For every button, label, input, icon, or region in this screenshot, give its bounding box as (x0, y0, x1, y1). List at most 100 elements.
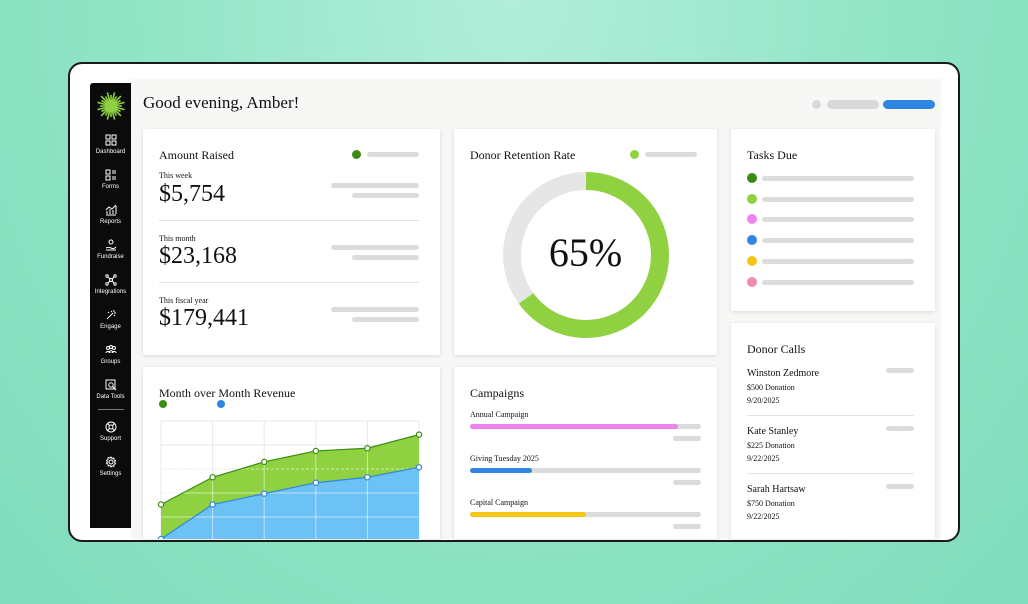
series-area (161, 467, 419, 539)
donor-donation: $500 Donation (747, 383, 795, 392)
campaign-label: Capital Campaign (470, 498, 528, 507)
placeholder-bar (673, 436, 701, 441)
sidebar-item-label: Integrations (94, 289, 127, 295)
sidebar-item-dashboard[interactable]: Dashboard (90, 127, 131, 162)
sidebar-item-groups[interactable]: Groups (90, 337, 131, 372)
main-content: Good evening, Amber! Amount Raised This … (131, 79, 941, 539)
settings-icon (105, 456, 116, 468)
legend-dot (159, 400, 167, 408)
primary-action-button[interactable] (883, 100, 935, 109)
task-status-dot (747, 214, 757, 225)
task-item-bar[interactable] (762, 176, 914, 181)
status-indicator (812, 100, 821, 109)
legend-dot (630, 150, 639, 159)
amount-label: This fiscal year (159, 296, 209, 305)
placeholder-pill[interactable] (827, 100, 879, 109)
data-point[interactable] (312, 447, 319, 455)
task-status-dot (747, 235, 757, 246)
donor-name: Sarah Hartsaw (747, 484, 806, 495)
sidebar-item-integrations[interactable]: Integrations (90, 267, 131, 302)
donor-date: 9/20/2025 (747, 396, 780, 405)
task-item-bar[interactable] (762, 279, 914, 285)
placeholder-bar[interactable] (886, 484, 914, 489)
donor-name: Winston Zedmore (747, 368, 820, 379)
legend-dot (352, 150, 361, 159)
donor-donation: $750 Donation (747, 499, 795, 508)
task-item-bar[interactable] (762, 238, 914, 244)
sidebar-item-label: Engage (100, 324, 121, 330)
data-point[interactable] (209, 474, 216, 481)
placeholder-bar (673, 480, 701, 485)
data-point[interactable] (157, 535, 165, 539)
donor-calls-card: Donor Calls Winston Zedmore $500 Donation… (731, 323, 935, 539)
amount-label: This week (159, 171, 193, 180)
series-line (160, 466, 420, 539)
data-point[interactable] (364, 474, 371, 481)
placeholder-bar (331, 245, 419, 250)
integrations-icon (104, 274, 117, 286)
sidebar-item-label: Groups (100, 359, 121, 365)
support-icon (105, 421, 116, 433)
sidebar-item-forms[interactable]: Forms (90, 162, 131, 197)
data-point[interactable] (364, 445, 371, 452)
data-point[interactable] (260, 458, 268, 466)
amount-label: This month (159, 234, 196, 243)
sidebar-divider (97, 409, 124, 410)
task-status-dot (747, 276, 757, 287)
amount-value: $23,168 (159, 243, 237, 269)
divider (747, 473, 914, 474)
retention-value: 65% (548, 230, 623, 275)
data-point[interactable] (209, 501, 216, 508)
divider (747, 415, 914, 416)
campaign-progress-track (470, 468, 701, 473)
divider (159, 282, 419, 283)
sidebar-item-data-tools[interactable]: Data Tools (90, 372, 131, 407)
data-point[interactable] (312, 479, 319, 486)
sidebar-item-support[interactable]: Support (90, 414, 131, 449)
placeholder-bar (352, 193, 419, 198)
campaign-progress-fill (470, 512, 586, 517)
card-title: Tasks Due (747, 148, 798, 162)
amount-value: $179,441 (159, 305, 249, 331)
sidebar-item-label: Settings (99, 471, 122, 477)
data-point[interactable] (415, 431, 423, 438)
campaign-progress-track (470, 512, 701, 517)
sidebar-item-engage[interactable]: Engage (90, 302, 131, 337)
data-tools-icon (105, 379, 116, 391)
donor-date: 9/22/2025 (747, 512, 780, 521)
placeholder-bar (352, 255, 419, 260)
placeholder-bar[interactable] (886, 426, 914, 431)
reports-icon (105, 204, 116, 216)
tasks-due-card: Tasks Due (731, 129, 935, 311)
series-line (160, 434, 420, 506)
task-item-bar[interactable] (762, 217, 914, 223)
donor-date: 9/22/2025 (747, 454, 780, 463)
task-status-dot (747, 193, 757, 204)
sidebar: Dashboard Forms Reports Fundraise Integr… (90, 83, 131, 528)
task-item-bar[interactable] (762, 196, 914, 202)
donor-name: Kate Stanley (747, 426, 799, 437)
placeholder-bar[interactable] (886, 368, 914, 373)
placeholder-bar (673, 524, 701, 529)
revenue-area-chart (157, 420, 423, 539)
donor-retention-card: Donor Retention Rate 65% (454, 129, 717, 355)
data-point[interactable] (415, 464, 423, 471)
placeholder-bar (645, 152, 697, 157)
chart-title: Month over Month Revenue (159, 386, 296, 400)
engage-icon (106, 310, 116, 320)
data-point[interactable] (157, 501, 165, 508)
retention-donut (503, 172, 669, 338)
forms-icon (105, 169, 116, 181)
campaign-progress-fill (470, 468, 533, 473)
task-item-bar[interactable] (762, 258, 914, 264)
card-title: Donor Retention Rate (470, 148, 576, 162)
data-point[interactable] (260, 490, 268, 497)
sidebar-item-fundraise[interactable]: Fundraise (90, 232, 131, 267)
app-window: Dashboard Forms Reports Fundraise Integr… (68, 62, 960, 542)
divider (159, 220, 419, 221)
donut-arc (503, 172, 669, 338)
sidebar-item-label: Reports (99, 219, 121, 225)
sidebar-item-settings[interactable]: Settings (90, 449, 131, 484)
sidebar-item-reports[interactable]: Reports (90, 197, 131, 232)
fundraise-icon (105, 239, 116, 251)
